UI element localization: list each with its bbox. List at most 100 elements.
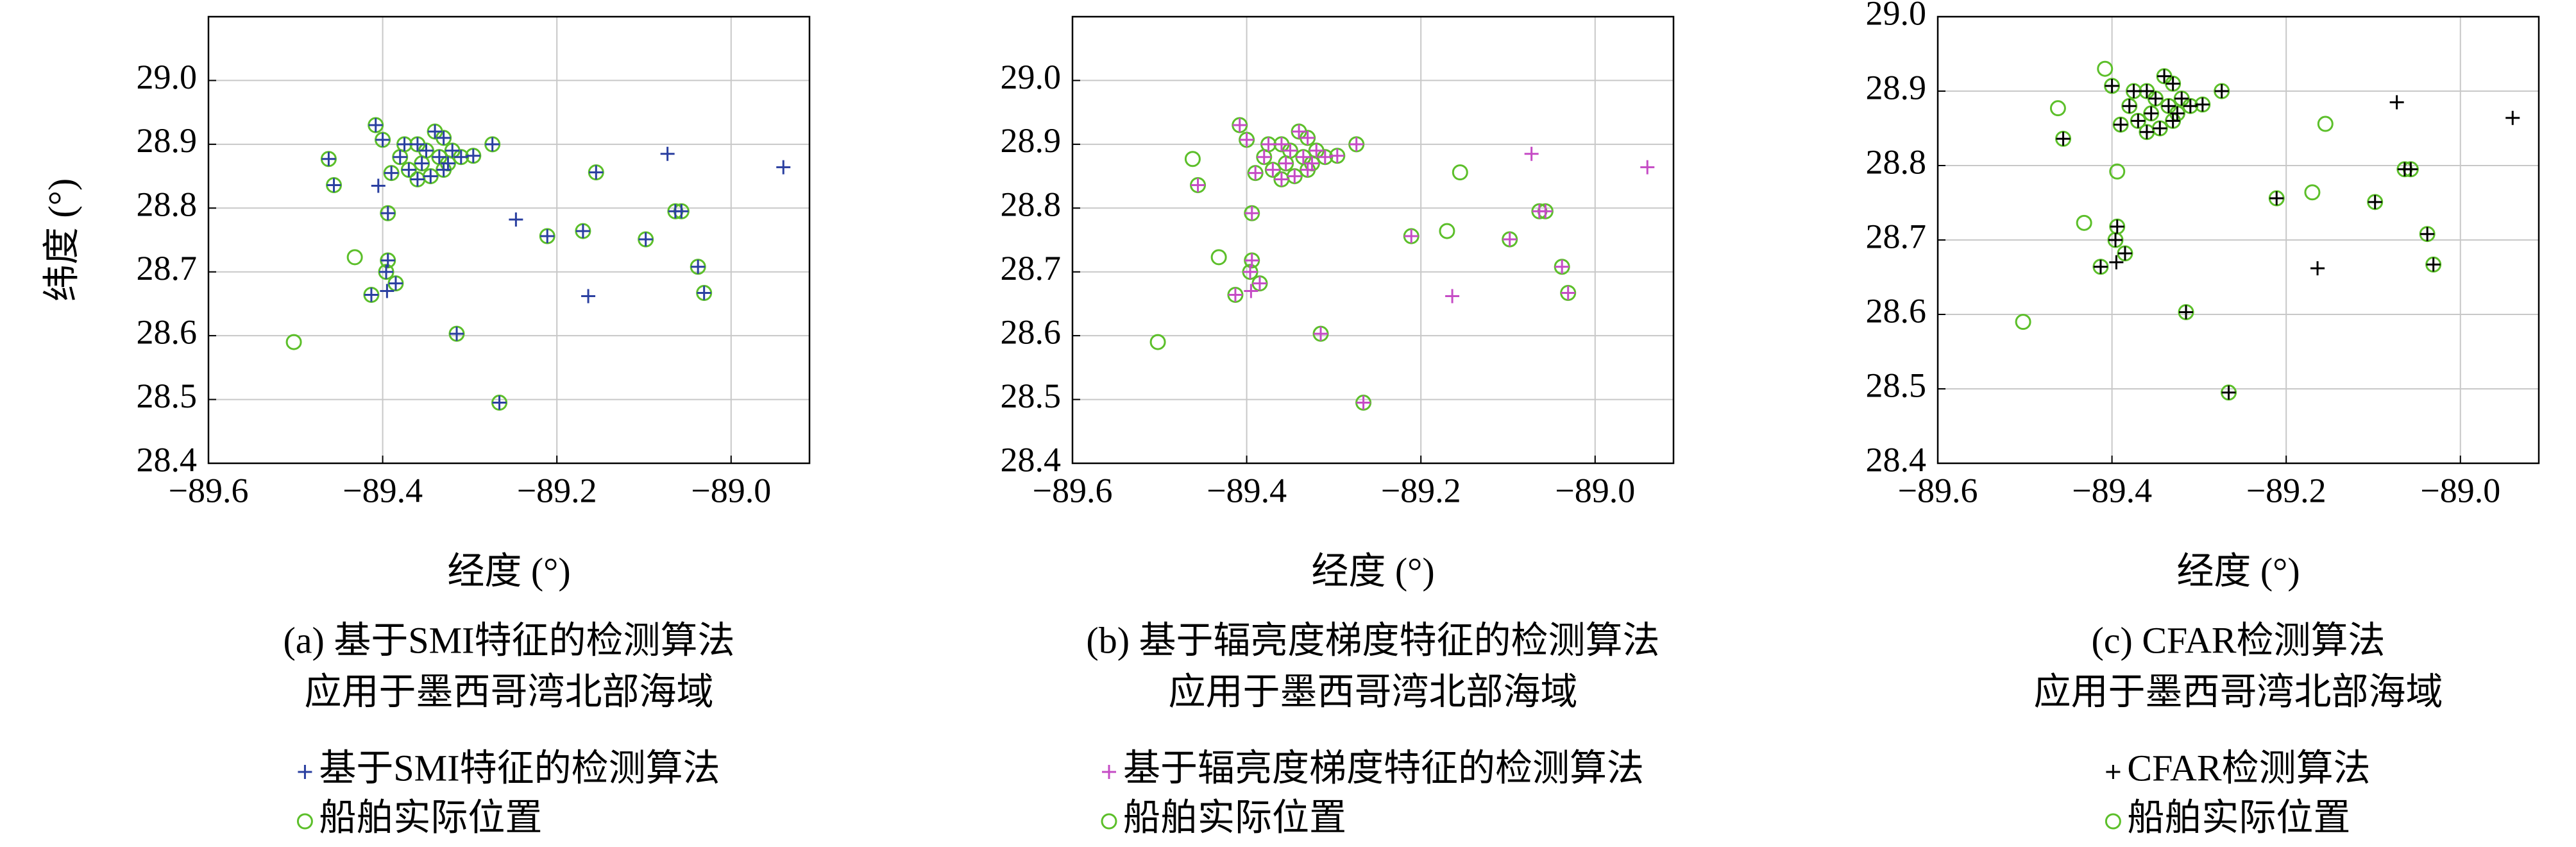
ship-point bbox=[2317, 116, 2334, 132]
detection-point bbox=[2179, 305, 2194, 320]
detection-point bbox=[2139, 84, 2154, 98]
detection-point bbox=[691, 259, 706, 274]
y-tick-label: 28.4 bbox=[1866, 440, 1927, 479]
detection-point bbox=[2214, 84, 2229, 98]
detection-point bbox=[776, 160, 791, 175]
detection-point bbox=[1257, 150, 1271, 164]
x-axis-label: 经度 (°) bbox=[447, 550, 570, 592]
caption-line: (b) 基于辐亮度梯度特征的检测算法 bbox=[1086, 619, 1659, 661]
detection-point bbox=[380, 284, 394, 298]
detection-point bbox=[1252, 276, 1267, 291]
x-tick-label: −89.6 bbox=[1033, 471, 1113, 509]
ship-point bbox=[2049, 100, 2066, 117]
ship-point bbox=[1452, 164, 1468, 181]
detection-point bbox=[2131, 114, 2146, 128]
detection-point bbox=[674, 204, 689, 219]
detection-point bbox=[423, 169, 438, 184]
detection-point bbox=[1278, 156, 1293, 171]
detection-point bbox=[1305, 156, 1319, 171]
y-tick-label: 29.0 bbox=[1866, 0, 1927, 32]
detection-point bbox=[1243, 264, 1258, 279]
y-tick-label: 28.5 bbox=[1866, 366, 1927, 404]
caption-line: 应用于墨西哥湾北部海域 bbox=[2033, 671, 2443, 712]
subplot: −89.6 −89.4 −89.2 −89.0 28.4 28.5 28.6 28.7 28.8… bbox=[1866, 0, 2540, 838]
legend-label: 船舶实际位置 bbox=[1123, 796, 1346, 838]
ship-point bbox=[2097, 60, 2114, 77]
caption-line: (c) CFAR检测算法 bbox=[2091, 619, 2385, 661]
ship-point bbox=[285, 334, 302, 350]
detection-point bbox=[638, 232, 653, 247]
detection-point bbox=[1356, 395, 1371, 410]
detection-point bbox=[375, 132, 390, 147]
detection-point bbox=[1292, 124, 1307, 139]
x-tick-label: −89.4 bbox=[2072, 471, 2152, 509]
y-tick-label: 28.7 bbox=[1866, 217, 1927, 255]
detection-point bbox=[1191, 178, 1205, 193]
ship-point bbox=[346, 249, 363, 266]
detection-point bbox=[2105, 78, 2119, 93]
legend-marker bbox=[298, 765, 312, 779]
detection-point bbox=[2183, 99, 2198, 114]
detection-point bbox=[466, 148, 480, 163]
y-tick-label: 28.9 bbox=[1866, 68, 1927, 107]
detection-point bbox=[1244, 284, 1258, 298]
detection-point bbox=[1274, 172, 1289, 187]
detection-point bbox=[2269, 191, 2284, 206]
detection-point bbox=[450, 327, 464, 341]
detection-point bbox=[368, 118, 383, 133]
detection-point bbox=[581, 289, 596, 304]
detection-point bbox=[2153, 121, 2167, 135]
ship-point bbox=[2015, 314, 2031, 330]
detection-point bbox=[364, 287, 378, 302]
legend-label: 船舶实际位置 bbox=[2127, 796, 2350, 838]
subplot: −89.6 −89.4 −89.2 −89.0 28.4 28.5 28.6 28.7 28.8… bbox=[1001, 15, 1675, 838]
detection-point bbox=[1283, 143, 1298, 158]
x-tick-label: −89.6 bbox=[169, 471, 249, 509]
caption-line: 应用于墨西哥湾北部海域 bbox=[1168, 671, 1577, 712]
legend-label: CFAR检测算法 bbox=[2127, 747, 2370, 789]
y-tick-label: 28.4 bbox=[1001, 440, 1062, 479]
x-tick-label: −89.2 bbox=[1381, 471, 1461, 509]
y-tick-label: 28.5 bbox=[137, 377, 198, 415]
detection-point bbox=[2165, 114, 2180, 128]
y-tick-label: 28.6 bbox=[137, 313, 198, 352]
detection-point bbox=[379, 264, 394, 279]
caption-line: 应用于墨西哥湾北部海域 bbox=[304, 671, 713, 712]
subplot: −89.6 −89.4 −89.2 −89.0 28.4 28.5 28.6 28.7 28.8… bbox=[40, 15, 811, 838]
x-tick-label: −89.2 bbox=[517, 471, 597, 509]
x-tick-label: −89.0 bbox=[2420, 471, 2500, 509]
detection-point bbox=[419, 143, 434, 158]
ship-point bbox=[1149, 334, 1166, 350]
detection-point bbox=[2110, 219, 2124, 234]
detection-point bbox=[1266, 162, 1280, 177]
detection-point bbox=[1404, 229, 1419, 244]
detection-point bbox=[2389, 95, 2404, 110]
y-tick-label: 28.6 bbox=[1001, 313, 1062, 352]
detection-point bbox=[2114, 117, 2128, 132]
y-tick-label: 28.8 bbox=[137, 185, 198, 224]
detection-point bbox=[2403, 162, 2418, 176]
ship-point bbox=[2109, 163, 2126, 180]
detection-point bbox=[2117, 246, 2132, 261]
detection-point bbox=[2148, 91, 2163, 106]
detection-point bbox=[2174, 91, 2189, 106]
detection-point bbox=[388, 276, 403, 291]
x-axis-label: 经度 (°) bbox=[2176, 550, 2300, 592]
x-tick-label: −89.2 bbox=[2246, 471, 2326, 509]
detection-point bbox=[1300, 130, 1315, 145]
y-tick-label: 28.5 bbox=[1001, 377, 1062, 415]
detection-point bbox=[436, 130, 451, 145]
detection-point bbox=[410, 172, 425, 187]
legend-marker bbox=[2105, 813, 2121, 830]
detection-point bbox=[1445, 289, 1460, 304]
detection-point bbox=[380, 206, 395, 221]
detection-point bbox=[432, 150, 446, 164]
plot-frame bbox=[1936, 15, 2540, 465]
plot-frame bbox=[1071, 15, 1675, 465]
legend-marker bbox=[296, 813, 313, 830]
detection-point bbox=[397, 137, 412, 151]
detection-point bbox=[1349, 137, 1364, 151]
detection-point bbox=[441, 156, 455, 171]
